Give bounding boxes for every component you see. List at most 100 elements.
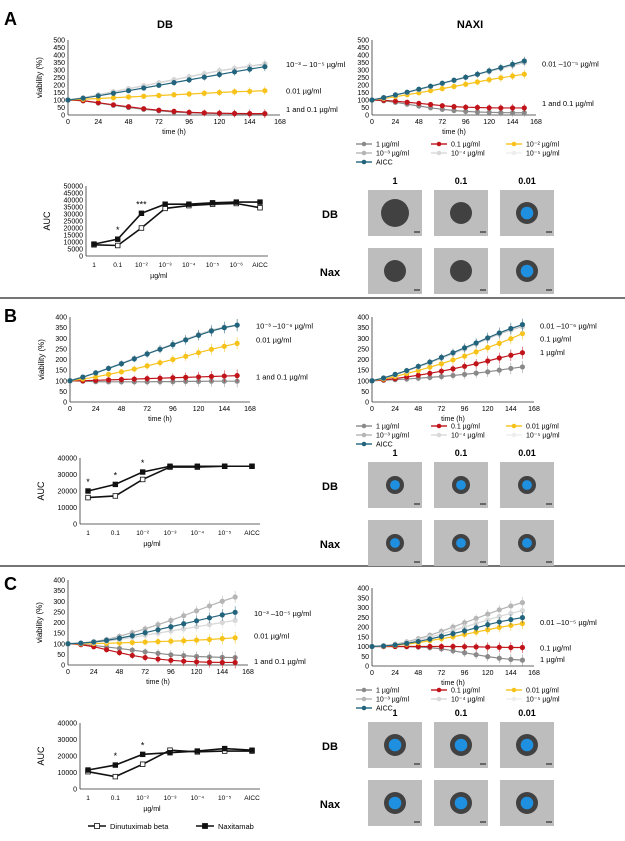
data-point	[369, 97, 375, 103]
y-tick-label: 0	[61, 663, 65, 670]
x-tick-label: 72	[438, 119, 446, 126]
x-tick-label: 168	[528, 670, 540, 677]
y-tick-label: 20000	[58, 754, 78, 761]
legend-a: 1 µg/ml 0.1 µg/ml 10⁻² µg/ml 10⁻³ µg/ml 10⁻⁴…	[356, 142, 560, 167]
legend-label: 0.1 µg/ml	[451, 142, 480, 149]
y-tick-label: 400	[53, 53, 65, 60]
x-tick-label: 48	[414, 670, 422, 677]
legend-label: 10⁻² µg/ml	[526, 142, 559, 149]
x-tick-label: 168	[528, 406, 540, 413]
data-point	[181, 658, 187, 664]
data-point	[380, 375, 387, 381]
series-annotation: 1 µg/ml	[540, 348, 565, 357]
data-point	[112, 493, 119, 499]
x-tick-label: 10⁻⁶	[230, 262, 244, 269]
data-point	[115, 242, 121, 249]
spheroid-stain	[520, 796, 534, 810]
x-tick-label: 72	[438, 670, 446, 677]
image-column-label: 0.01	[518, 708, 536, 718]
data-point	[155, 622, 161, 628]
data-point	[168, 624, 174, 630]
data-point	[485, 345, 491, 351]
legend-marker	[361, 159, 367, 165]
data-point	[85, 494, 91, 501]
series-annotation: 0.01 –10⁻⁵ µg/ml	[542, 59, 599, 68]
data-point	[485, 369, 491, 375]
series-annotation: 1 and 0.1 µg/ml	[542, 99, 594, 108]
data-point	[168, 638, 174, 644]
image-row-label: DB	[322, 741, 338, 753]
series-annotation: 10⁻³ –10⁻⁶ µg/ml	[256, 322, 313, 331]
image-grid-b: 1 0.1 0.01 DB Nax	[320, 448, 554, 566]
y-tick-label: 10000	[58, 770, 78, 777]
data-point	[232, 594, 238, 600]
auc-legend: Dinutuximab beta Naxitamab	[88, 822, 254, 831]
data-point	[496, 624, 502, 630]
data-point	[249, 747, 255, 753]
y-tick-label: 50000	[64, 184, 84, 191]
data-point	[193, 659, 200, 665]
x-axis-label: time (h)	[148, 416, 172, 423]
y-tick-label: 100	[357, 98, 369, 105]
x-tick-label: AICC	[244, 530, 260, 537]
data-point	[474, 79, 481, 85]
data-point	[415, 367, 421, 374]
spheroid-stain	[388, 738, 402, 752]
data-point	[216, 71, 223, 78]
spheroid-stain	[456, 538, 466, 548]
series-annotation: 0.1 µg/ml	[540, 334, 571, 343]
y-tick-label: 200	[357, 625, 369, 632]
x-tick-label: 0.1	[111, 530, 120, 537]
x-tick-label: 120	[191, 669, 203, 676]
data-point	[508, 622, 514, 629]
x-tick-label: 144	[505, 670, 517, 677]
y-tick-label: 300	[53, 599, 65, 606]
significance-star: *	[86, 477, 90, 487]
y-tick-label: 10000	[64, 240, 84, 247]
data-point	[234, 373, 240, 379]
significance-star: *	[114, 751, 118, 761]
x-tick-label: 72	[143, 406, 151, 413]
x-tick-label: 10⁻³	[164, 795, 178, 802]
data-point	[171, 80, 177, 86]
y-tick-label: 40000	[58, 456, 78, 463]
data-point	[461, 628, 468, 634]
data-point	[439, 80, 445, 86]
x-tick-label: 96	[461, 406, 469, 413]
data-point	[257, 204, 263, 211]
data-point	[155, 627, 161, 633]
data-point	[221, 325, 227, 331]
data-point	[142, 654, 148, 661]
data-point	[473, 625, 479, 631]
x-axis-label: time (h)	[441, 680, 465, 687]
data-point	[170, 356, 176, 363]
data-point	[369, 643, 375, 650]
x-tick-label: 1	[86, 530, 90, 537]
data-point	[193, 608, 200, 614]
data-point	[427, 643, 433, 650]
spheroid-stain	[454, 738, 468, 752]
data-point	[486, 105, 492, 111]
data-point	[157, 375, 163, 381]
data-point	[521, 71, 527, 77]
y-tick-label: 300	[53, 68, 65, 75]
data-point	[498, 110, 504, 116]
data-point	[519, 644, 526, 651]
y-tick-label: 350	[357, 325, 369, 332]
data-point	[262, 88, 268, 94]
y-tick-label: 350	[55, 325, 67, 332]
image-row-label: Nax	[320, 539, 341, 551]
legend-b: 1 µg/ml 0.1 µg/ml 0.01 µg/ml 10⁻³ µg/ml 10⁻⁴…	[356, 424, 560, 449]
data-point	[508, 603, 514, 609]
y-tick-label: 50	[57, 105, 65, 112]
y-tick-label: 20000	[58, 489, 78, 496]
legend-label: 10⁻⁵ µg/ml	[526, 151, 560, 158]
data-point	[219, 619, 225, 626]
series-annotation: 10⁻³ – 10⁻⁵ µg/ml	[286, 60, 345, 69]
legend-label: 10⁻⁴ µg/ml	[451, 697, 485, 704]
data-point	[234, 322, 240, 328]
data-point	[508, 616, 514, 623]
legend-marker	[511, 432, 517, 438]
data-point	[118, 361, 125, 367]
y-tick-label: 300	[357, 336, 369, 343]
